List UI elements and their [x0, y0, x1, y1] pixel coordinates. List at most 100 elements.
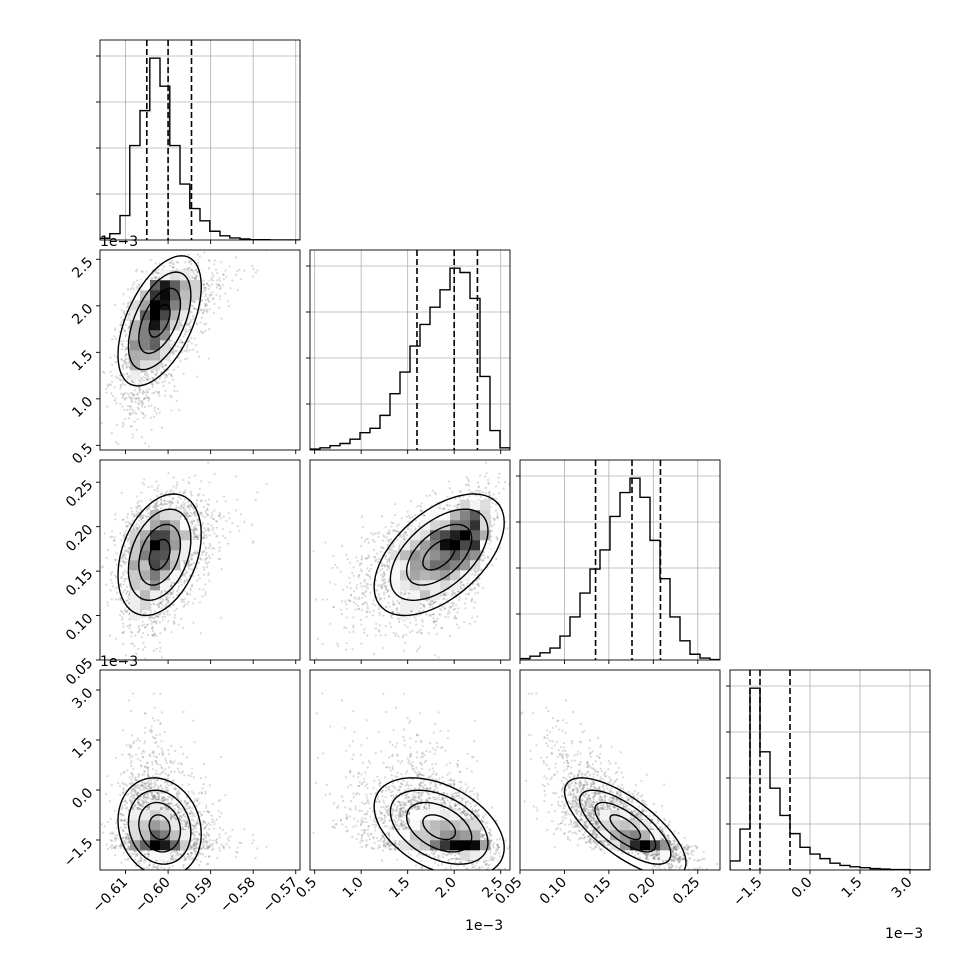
sample-point	[188, 261, 191, 264]
sample-point	[124, 358, 127, 362]
sample-point	[135, 510, 138, 513]
sample-point	[121, 343, 124, 346]
sample-point	[204, 286, 207, 289]
density-cell	[160, 340, 171, 351]
sample-point	[167, 596, 171, 599]
sample-point	[124, 610, 127, 614]
sample-point	[151, 377, 154, 380]
sample-point	[198, 307, 202, 310]
sample-point	[123, 532, 127, 535]
sample-point	[169, 503, 172, 506]
sample-point	[207, 328, 211, 331]
density-cell	[170, 280, 181, 291]
sample-point	[196, 535, 199, 538]
sample-point	[139, 507, 142, 510]
sample-point	[190, 563, 193, 566]
sample-point	[200, 299, 203, 303]
sample-point	[188, 348, 192, 352]
density-cell	[190, 290, 201, 301]
density-cell	[150, 300, 161, 311]
sample-point	[215, 526, 218, 529]
sample-point	[155, 647, 158, 651]
sample-point	[112, 334, 116, 338]
sample-point	[190, 528, 193, 532]
sample-point	[167, 600, 170, 603]
sample-point	[144, 611, 147, 614]
sample-point	[192, 299, 195, 303]
sample-point	[137, 401, 140, 405]
sample-point	[157, 391, 160, 394]
sample-point	[122, 311, 125, 315]
sample-point	[221, 528, 224, 531]
sample-point	[187, 323, 190, 326]
density-cell	[150, 310, 161, 321]
sample-point	[219, 286, 222, 289]
sample-point	[152, 370, 155, 374]
sample-point	[184, 491, 187, 494]
sample-point	[114, 303, 117, 307]
axes-frame	[309, 249, 511, 451]
sample-point	[187, 514, 190, 517]
sample-point	[159, 364, 162, 367]
sample-point	[197, 574, 200, 577]
sample-point	[131, 412, 134, 415]
sample-point	[178, 408, 181, 411]
sample-point	[207, 284, 210, 287]
sample-point	[113, 328, 117, 332]
sample-point	[139, 388, 142, 391]
sample-point	[154, 276, 157, 279]
sample-point	[133, 281, 136, 284]
sample-point	[129, 408, 132, 411]
sample-point	[126, 550, 129, 553]
density-cell	[130, 350, 141, 361]
sample-point	[170, 260, 173, 263]
sample-point	[122, 535, 125, 538]
sample-point	[114, 441, 118, 444]
density-cell	[140, 300, 151, 311]
sample-point	[119, 323, 122, 326]
sample-point	[219, 616, 222, 619]
sample-point	[142, 516, 145, 520]
axes-frame	[99, 249, 301, 451]
sample-point	[207, 573, 210, 577]
sample-point	[120, 323, 123, 326]
sample-point	[197, 524, 200, 527]
sample-point	[160, 591, 163, 594]
sample-point	[120, 564, 123, 568]
sample-point	[186, 344, 189, 347]
sample-point	[135, 412, 138, 415]
sample-point	[149, 259, 152, 262]
sample-point	[135, 268, 139, 271]
sample-point	[145, 376, 148, 380]
sample-point	[207, 529, 211, 532]
sample-point	[134, 400, 137, 404]
sample-point	[148, 377, 151, 380]
contour-line	[127, 271, 192, 371]
sample-point	[136, 287, 139, 290]
sample-point	[187, 340, 190, 344]
sample-point	[218, 284, 221, 287]
sample-point	[162, 504, 165, 507]
sample-point	[172, 581, 175, 585]
sample-point	[124, 520, 127, 524]
sample-point	[138, 399, 141, 402]
sample-point	[239, 278, 243, 281]
sample-point	[109, 383, 112, 386]
sample-point	[130, 400, 134, 403]
sample-point	[125, 347, 128, 351]
sample-point	[122, 372, 125, 376]
sample-point	[125, 352, 128, 356]
sample-point	[131, 433, 134, 436]
sample-point	[251, 275, 254, 278]
sample-point	[140, 270, 143, 273]
sample-point	[169, 261, 172, 264]
sample-point	[114, 397, 117, 400]
axes-frame	[99, 39, 301, 241]
sample-point	[202, 282, 206, 286]
sample-point	[155, 506, 158, 509]
sample-point	[144, 373, 147, 376]
sample-point	[194, 550, 197, 553]
density-cell	[150, 290, 161, 301]
sample-point	[122, 367, 125, 371]
sample-point	[150, 371, 153, 374]
